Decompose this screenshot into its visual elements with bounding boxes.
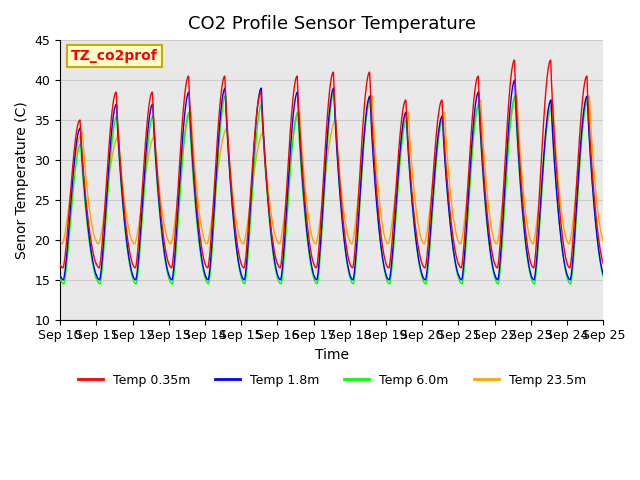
Temp 0.35m: [150, 128, 158, 133]
Temp 6.0m: [150, 138, 158, 144]
Temp 1.8m: [600, 272, 607, 277]
Temp 0.35m: [600, 261, 607, 266]
Temp 0.35m: [264, 200, 272, 206]
Temp 0.35m: [288, 107, 296, 112]
Temp 6.0m: [264, 206, 272, 212]
Temp 23.5m: [600, 239, 607, 244]
Legend: Temp 0.35m, Temp 1.8m, Temp 6.0m, Temp 23.5m: Temp 0.35m, Temp 1.8m, Temp 6.0m, Temp 2…: [72, 369, 591, 392]
Temp 6.0m: [531, 281, 538, 287]
Line: Temp 1.8m: Temp 1.8m: [60, 80, 604, 280]
Temp 0.35m: [530, 264, 538, 270]
Temp 0.35m: [589, 178, 596, 184]
Temp 1.8m: [566, 277, 574, 283]
Temp 1.8m: [264, 202, 272, 208]
Temp 0.35m: [56, 262, 64, 267]
Temp 23.5m: [586, 93, 593, 99]
Temp 0.35m: [547, 57, 555, 63]
Text: TZ_co2prof: TZ_co2prof: [71, 48, 158, 63]
Temp 0.35m: [566, 265, 574, 271]
Line: Temp 23.5m: Temp 23.5m: [60, 96, 604, 244]
Title: CO2 Profile Sensor Temperature: CO2 Profile Sensor Temperature: [188, 15, 476, 33]
Temp 1.8m: [589, 189, 596, 195]
Temp 23.5m: [265, 190, 273, 196]
Temp 1.8m: [288, 126, 296, 132]
Temp 6.0m: [56, 276, 64, 282]
Temp 6.0m: [330, 89, 338, 95]
Temp 23.5m: [531, 237, 538, 242]
Temp 23.5m: [56, 239, 64, 245]
Line: Temp 6.0m: Temp 6.0m: [60, 92, 604, 284]
Temp 6.0m: [600, 274, 607, 280]
Temp 23.5m: [118, 178, 126, 184]
Line: Temp 0.35m: Temp 0.35m: [60, 60, 604, 268]
Temp 6.0m: [118, 194, 126, 200]
Temp 6.0m: [589, 188, 596, 194]
Temp 6.0m: [567, 281, 575, 287]
Temp 1.8m: [150, 133, 158, 139]
Temp 23.5m: [288, 142, 296, 147]
X-axis label: Time: Time: [315, 348, 349, 362]
Temp 1.8m: [511, 77, 518, 83]
Y-axis label: Senor Temperature (C): Senor Temperature (C): [15, 101, 29, 259]
Temp 23.5m: [589, 155, 596, 160]
Temp 6.0m: [288, 147, 296, 153]
Temp 1.8m: [56, 273, 64, 278]
Temp 0.35m: [118, 183, 126, 189]
Temp 1.8m: [531, 276, 538, 282]
Temp 23.5m: [58, 241, 66, 247]
Temp 1.8m: [118, 191, 126, 197]
Temp 23.5m: [150, 133, 158, 139]
